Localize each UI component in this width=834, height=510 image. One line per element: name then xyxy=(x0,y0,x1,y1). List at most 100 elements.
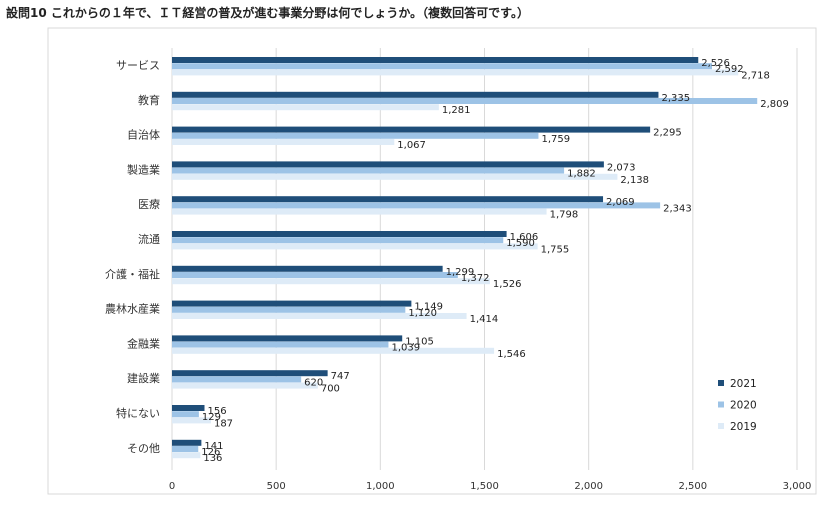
bar-2019 xyxy=(172,278,490,285)
bar-2019 xyxy=(172,452,201,459)
legend-label: 2020 xyxy=(730,400,757,412)
x-tick-label: 2,000 xyxy=(574,481,603,492)
category-label: 流通 xyxy=(138,232,160,246)
bar-2021 xyxy=(172,335,403,342)
data-label: 747 xyxy=(331,371,350,382)
category-label: 農林水産業 xyxy=(105,302,160,316)
chart-title: 設問10 これからの１年で、ＩＴ経営の普及が進む事業分野は何でしょうか。（複数回… xyxy=(6,6,529,20)
data-label: 620 xyxy=(304,377,323,388)
category-label: 自治体 xyxy=(127,128,160,142)
bar-2021 xyxy=(172,196,604,203)
data-label: 1,299 xyxy=(446,267,475,278)
legend-swatch-2019 xyxy=(718,423,724,429)
category-label: 金融業 xyxy=(127,336,160,350)
data-label: 1,606 xyxy=(510,232,539,243)
x-tick-label: 2,500 xyxy=(679,481,708,492)
data-label: 1,372 xyxy=(461,273,490,284)
category-label: 教育 xyxy=(138,93,160,107)
bar-2019 xyxy=(172,69,739,76)
data-label: 1,149 xyxy=(414,302,443,313)
bar-2019 xyxy=(172,417,211,424)
x-tick-label: 1,500 xyxy=(470,481,499,492)
data-label: 136 xyxy=(203,453,222,464)
category-label: 建設業 xyxy=(127,371,160,385)
bar-2019 xyxy=(172,104,439,111)
data-label: 2,069 xyxy=(606,197,635,208)
bar-2020 xyxy=(172,306,406,313)
category-label: 特にない xyxy=(116,406,160,420)
bar-2020 xyxy=(172,63,712,70)
bar-2019 xyxy=(172,313,467,319)
data-label: 1,281 xyxy=(442,105,471,116)
data-label: 141 xyxy=(204,441,223,452)
data-label: 2,343 xyxy=(663,203,692,214)
legend-label: 2019 xyxy=(730,421,757,433)
bars xyxy=(172,57,758,459)
bar-2021 xyxy=(172,91,659,98)
data-label: 2,718 xyxy=(741,70,770,81)
data-label: 700 xyxy=(321,384,340,395)
bar-2020 xyxy=(172,341,389,348)
data-label: 2,073 xyxy=(607,162,636,173)
data-label: 1,105 xyxy=(405,336,434,347)
data-label: 1,120 xyxy=(408,308,437,319)
data-label: 1,414 xyxy=(470,314,499,325)
data-label: 1,882 xyxy=(567,169,596,180)
bar-2019 xyxy=(172,208,547,215)
data-label: 126 xyxy=(201,447,220,458)
data-label: 1,039 xyxy=(391,343,420,354)
plot-frame xyxy=(47,27,817,495)
data-label: 129 xyxy=(202,412,221,423)
data-label: 1,755 xyxy=(541,244,570,255)
x-tick-label: 0 xyxy=(169,481,175,492)
bar-2021 xyxy=(172,439,202,446)
bar-2020 xyxy=(172,446,199,452)
bar-2020 xyxy=(172,167,565,174)
data-label: 1,759 xyxy=(541,134,570,145)
legend: 2021 2020 2019 xyxy=(718,378,757,433)
gridlines xyxy=(171,48,798,470)
bar-2020 xyxy=(172,202,661,209)
x-tick-label: 1,000 xyxy=(366,481,395,492)
category-label: 介護・福祉 xyxy=(105,267,160,281)
x-tick-label: 3,000 xyxy=(783,481,812,492)
data-label: 156 xyxy=(208,406,227,417)
data-label: 1,798 xyxy=(550,210,579,221)
bar-2019 xyxy=(172,382,318,389)
x-tick-label: 500 xyxy=(267,481,286,492)
bar-2020 xyxy=(172,237,504,244)
category-label: その他 xyxy=(127,442,160,455)
bar-2021 xyxy=(172,161,604,168)
data-label: 1,526 xyxy=(493,279,522,290)
data-label: 1,590 xyxy=(506,238,535,249)
bar-2021 xyxy=(172,126,651,133)
bar-2019 xyxy=(172,139,395,145)
data-label: 2,592 xyxy=(715,64,744,75)
legend-label: 2021 xyxy=(730,378,757,390)
data-label: 1,546 xyxy=(497,349,526,360)
bar-2019 xyxy=(172,173,618,180)
data-label: 187 xyxy=(214,418,233,429)
data-label: 1,067 xyxy=(397,140,426,151)
data-label: 2,809 xyxy=(760,99,789,110)
data-label: 2,295 xyxy=(653,128,682,139)
bar-2021 xyxy=(172,265,443,272)
bar-2021 xyxy=(172,300,412,307)
data-label: 2,335 xyxy=(661,93,690,104)
data-label: 2,138 xyxy=(620,175,649,186)
bar-2020 xyxy=(172,98,758,104)
category-label: 医療 xyxy=(138,197,160,211)
bar-2019 xyxy=(172,243,538,250)
bar-2020 xyxy=(172,411,199,418)
data-label: 2,526 xyxy=(701,58,730,69)
bar-2021 xyxy=(172,405,205,411)
x-tick-labels: 0 500 1,000 1,500 2,000 2,500 3,000 xyxy=(169,481,812,492)
bar-2021 xyxy=(172,57,699,63)
legend-swatch-2021 xyxy=(718,380,724,386)
bar-2020 xyxy=(172,132,539,139)
category-label: 製造業 xyxy=(127,162,160,176)
bar-2019 xyxy=(172,347,495,354)
